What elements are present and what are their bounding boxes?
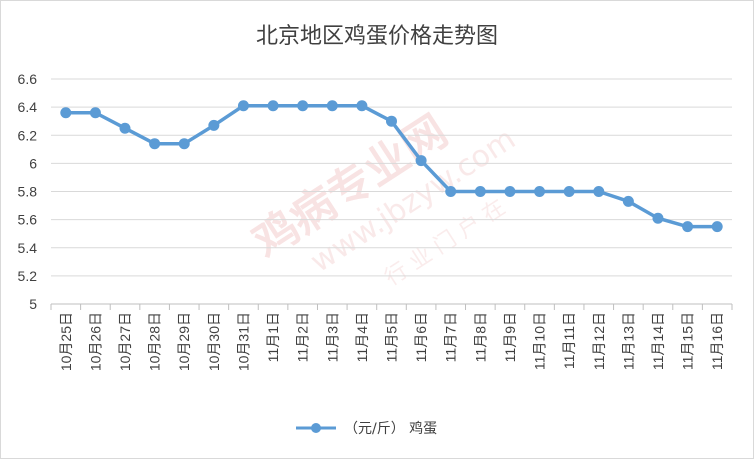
legend-marker bbox=[311, 423, 321, 433]
x-tick-label: 11月14日 bbox=[650, 312, 666, 370]
y-tick-label: 6 bbox=[29, 155, 37, 171]
y-tick-label: 5.8 bbox=[18, 184, 38, 200]
x-tick-label: 10月31日 bbox=[235, 312, 251, 371]
x-tick-label: 10月28日 bbox=[147, 312, 163, 371]
y-tick-label: 5.6 bbox=[18, 212, 38, 228]
y-tick-label: 5 bbox=[29, 296, 37, 312]
x-tick-label: 11月9日 bbox=[502, 312, 518, 362]
x-tick-label: 11月2日 bbox=[295, 312, 311, 362]
x-tick-label: 10月26日 bbox=[87, 312, 103, 371]
y-tick-label: 6.6 bbox=[18, 71, 38, 87]
x-tick-label: 10月25日 bbox=[58, 312, 74, 371]
data-point bbox=[415, 155, 427, 167]
chart-title: 北京地区鸡蛋价格走势图 bbox=[256, 24, 498, 49]
data-point bbox=[563, 186, 575, 197]
data-point bbox=[149, 138, 161, 150]
x-tick-label: 10月27日 bbox=[117, 312, 133, 371]
data-point bbox=[534, 186, 546, 197]
legend-label: （元/斤） 鸡蛋 bbox=[344, 420, 437, 437]
data-point bbox=[474, 186, 486, 197]
x-tick-label: 11月4日 bbox=[354, 312, 370, 362]
gridlines bbox=[51, 78, 732, 305]
x-tick-label: 11月10日 bbox=[532, 312, 548, 370]
x-tick-label: 11月11日 bbox=[561, 312, 577, 369]
data-point bbox=[504, 186, 516, 197]
x-tick-label: 11月6日 bbox=[413, 312, 429, 362]
x-tick-label: 10月30日 bbox=[206, 312, 222, 371]
x-tick-label: 11月13日 bbox=[620, 312, 636, 370]
x-tick-label: 11月12日 bbox=[591, 312, 607, 370]
x-tick-label: 11月15日 bbox=[680, 312, 696, 370]
y-axis: 5 5.2 5.4 5.6 5.8 6 6.2 6.4 6.6 bbox=[18, 71, 38, 312]
data-point bbox=[682, 221, 694, 233]
x-tick-label: 11月3日 bbox=[324, 312, 340, 362]
y-tick-label: 5.2 bbox=[18, 268, 38, 284]
data-point bbox=[445, 186, 457, 197]
x-tick-label: 10月29日 bbox=[176, 312, 192, 371]
y-tick-label: 6.4 bbox=[18, 99, 38, 115]
data-point bbox=[326, 100, 338, 112]
data-point bbox=[60, 107, 72, 119]
data-point bbox=[593, 186, 605, 197]
y-tick-label: 6.2 bbox=[18, 127, 38, 143]
x-tick-label: 11月8日 bbox=[472, 312, 488, 362]
y-tick-label: 5.4 bbox=[18, 240, 38, 256]
data-point bbox=[356, 100, 368, 112]
watermark: 鸡病专业网 www.jbzyw.com 行 业 门 户 在 bbox=[244, 106, 522, 291]
data-point bbox=[119, 122, 131, 134]
data-point bbox=[237, 100, 249, 112]
x-axis: 10月25日 10月26日 10月27日 10月28日 10月29日 10月30日 10月3… bbox=[50, 304, 733, 371]
x-tick-label: 11月5日 bbox=[384, 312, 400, 362]
series-layer bbox=[60, 100, 723, 233]
data-point bbox=[178, 138, 190, 150]
data-point bbox=[711, 221, 723, 233]
data-point bbox=[267, 100, 279, 112]
x-tick-label: 11月16日 bbox=[709, 312, 725, 370]
data-point bbox=[386, 115, 397, 127]
data-point bbox=[208, 119, 220, 131]
x-tick-label: 11月7日 bbox=[443, 312, 459, 362]
x-tick-label: 11月1日 bbox=[265, 312, 281, 362]
data-point bbox=[622, 195, 634, 207]
legend: （元/斤） 鸡蛋 bbox=[296, 420, 437, 437]
data-point bbox=[652, 212, 664, 224]
data-point bbox=[297, 100, 309, 112]
data-point bbox=[89, 107, 101, 119]
